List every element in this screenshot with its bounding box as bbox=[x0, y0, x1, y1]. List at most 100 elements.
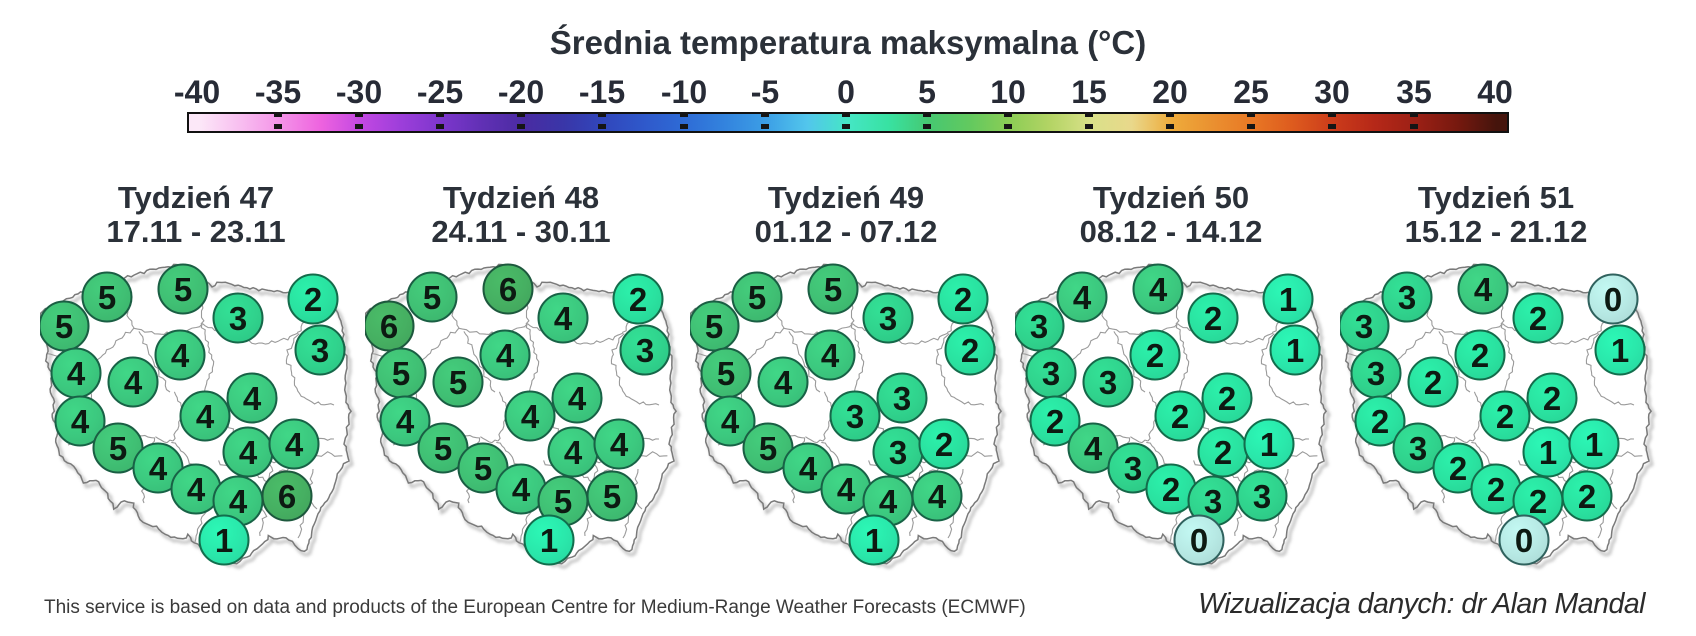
svg-text:1: 1 bbox=[1539, 434, 1557, 471]
svg-text:2: 2 bbox=[1146, 337, 1164, 374]
svg-text:3: 3 bbox=[1253, 478, 1271, 515]
svg-text:2: 2 bbox=[1529, 300, 1547, 337]
svg-text:5: 5 bbox=[449, 364, 467, 401]
svg-text:1: 1 bbox=[1611, 332, 1629, 369]
svg-text:4: 4 bbox=[512, 471, 531, 508]
svg-text:3: 3 bbox=[1367, 355, 1385, 392]
svg-text:5: 5 bbox=[55, 308, 73, 345]
svg-text:4: 4 bbox=[396, 403, 415, 440]
svg-text:3: 3 bbox=[636, 332, 654, 369]
svg-text:2: 2 bbox=[961, 332, 979, 369]
svg-text:4: 4 bbox=[243, 380, 262, 417]
svg-text:4: 4 bbox=[196, 398, 215, 435]
svg-text:3: 3 bbox=[229, 300, 247, 337]
svg-text:4: 4 bbox=[799, 450, 818, 487]
svg-text:5: 5 bbox=[474, 450, 492, 487]
svg-text:3: 3 bbox=[1042, 355, 1060, 392]
svg-text:4: 4 bbox=[521, 398, 540, 435]
svg-text:2: 2 bbox=[1046, 403, 1064, 440]
svg-text:2: 2 bbox=[1218, 380, 1236, 417]
svg-text:3: 3 bbox=[846, 398, 864, 435]
svg-text:5: 5 bbox=[392, 355, 410, 392]
svg-text:4: 4 bbox=[67, 355, 86, 392]
svg-text:4: 4 bbox=[239, 434, 258, 471]
svg-text:2: 2 bbox=[954, 281, 972, 318]
svg-text:3: 3 bbox=[1030, 308, 1048, 345]
svg-text:4: 4 bbox=[554, 300, 573, 337]
svg-text:2: 2 bbox=[1162, 471, 1180, 508]
svg-text:2: 2 bbox=[1496, 398, 1514, 435]
svg-text:2: 2 bbox=[1214, 434, 1232, 471]
svg-text:3: 3 bbox=[1099, 364, 1117, 401]
svg-text:5: 5 bbox=[174, 271, 192, 308]
svg-text:2: 2 bbox=[1204, 300, 1222, 337]
svg-text:3: 3 bbox=[879, 300, 897, 337]
svg-text:1: 1 bbox=[1286, 332, 1304, 369]
svg-text:5: 5 bbox=[434, 430, 452, 467]
svg-text:4: 4 bbox=[568, 380, 587, 417]
svg-text:0: 0 bbox=[1190, 522, 1208, 559]
svg-text:4: 4 bbox=[71, 403, 90, 440]
svg-text:2: 2 bbox=[1543, 380, 1561, 417]
svg-text:4: 4 bbox=[610, 426, 629, 463]
svg-text:3: 3 bbox=[889, 434, 907, 471]
svg-text:5: 5 bbox=[98, 279, 116, 316]
svg-text:2: 2 bbox=[1371, 403, 1389, 440]
svg-text:3: 3 bbox=[311, 332, 329, 369]
svg-text:2: 2 bbox=[1578, 478, 1596, 515]
svg-text:4: 4 bbox=[1073, 279, 1092, 316]
svg-text:3: 3 bbox=[1409, 430, 1427, 467]
svg-text:5: 5 bbox=[717, 355, 735, 392]
svg-text:6: 6 bbox=[499, 271, 517, 308]
svg-text:5: 5 bbox=[824, 271, 842, 308]
svg-text:4: 4 bbox=[821, 337, 840, 374]
svg-text:4: 4 bbox=[879, 483, 898, 520]
svg-text:5: 5 bbox=[748, 279, 766, 316]
svg-text:4: 4 bbox=[171, 337, 190, 374]
svg-text:4: 4 bbox=[124, 364, 143, 401]
svg-text:1: 1 bbox=[1279, 281, 1297, 318]
svg-text:3: 3 bbox=[1355, 308, 1373, 345]
svg-text:2: 2 bbox=[1171, 398, 1189, 435]
svg-text:1: 1 bbox=[215, 522, 233, 559]
svg-text:3: 3 bbox=[893, 380, 911, 417]
svg-text:3: 3 bbox=[1398, 279, 1416, 316]
svg-text:2: 2 bbox=[1487, 471, 1505, 508]
svg-text:5: 5 bbox=[554, 483, 572, 520]
svg-text:6: 6 bbox=[380, 308, 398, 345]
svg-text:5: 5 bbox=[603, 478, 621, 515]
svg-text:4: 4 bbox=[837, 471, 856, 508]
svg-text:2: 2 bbox=[1424, 364, 1442, 401]
svg-text:2: 2 bbox=[304, 281, 322, 318]
svg-text:0: 0 bbox=[1515, 522, 1533, 559]
svg-text:5: 5 bbox=[759, 430, 777, 467]
svg-text:4: 4 bbox=[496, 337, 515, 374]
svg-text:4: 4 bbox=[1149, 271, 1168, 308]
svg-text:2: 2 bbox=[629, 281, 647, 318]
svg-text:4: 4 bbox=[721, 403, 740, 440]
svg-text:5: 5 bbox=[705, 308, 723, 345]
svg-text:2: 2 bbox=[1471, 337, 1489, 374]
svg-text:4: 4 bbox=[149, 450, 168, 487]
svg-text:2: 2 bbox=[1449, 450, 1467, 487]
svg-text:3: 3 bbox=[1124, 450, 1142, 487]
svg-text:4: 4 bbox=[1474, 271, 1493, 308]
svg-text:5: 5 bbox=[109, 430, 127, 467]
svg-text:1: 1 bbox=[1585, 426, 1603, 463]
svg-text:2: 2 bbox=[935, 426, 953, 463]
svg-text:5: 5 bbox=[423, 279, 441, 316]
svg-text:2: 2 bbox=[1529, 483, 1547, 520]
svg-text:4: 4 bbox=[187, 471, 206, 508]
svg-text:4: 4 bbox=[1084, 430, 1103, 467]
svg-text:4: 4 bbox=[285, 426, 304, 463]
svg-text:4: 4 bbox=[774, 364, 793, 401]
svg-text:4: 4 bbox=[564, 434, 583, 471]
svg-text:1: 1 bbox=[865, 522, 883, 559]
svg-text:0: 0 bbox=[1604, 281, 1622, 318]
svg-text:1: 1 bbox=[540, 522, 558, 559]
svg-text:6: 6 bbox=[278, 478, 296, 515]
svg-text:3: 3 bbox=[1204, 483, 1222, 520]
svg-text:1: 1 bbox=[1260, 426, 1278, 463]
svg-text:4: 4 bbox=[928, 478, 947, 515]
svg-text:4: 4 bbox=[229, 483, 248, 520]
